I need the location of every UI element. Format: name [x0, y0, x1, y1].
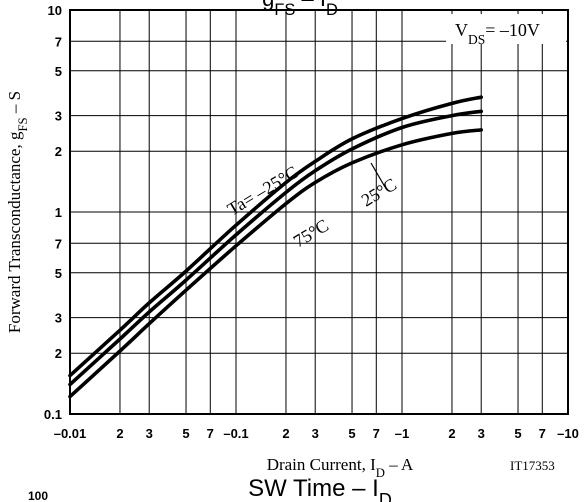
x-tick-label: 3 [312, 426, 319, 441]
next-chart-tick: 100 [28, 489, 48, 502]
y-tick-label: 1 [55, 205, 62, 220]
x-tick-label: 5 [182, 426, 189, 441]
x-tick-label: 2 [448, 426, 455, 441]
x-tick-label: –10 [557, 426, 579, 441]
x-tick-label: –1 [395, 426, 409, 441]
x-tick-label: 7 [539, 426, 546, 441]
curve-label-25-pointer [370, 162, 386, 188]
x-tick-labels: –0.01 2 3 5 7 –0.1 2 3 5 7 –1 2 3 5 7 –10 [54, 426, 579, 441]
series-line-2 [68, 128, 483, 399]
x-tick-label: 3 [478, 426, 485, 441]
y-axis-label: Forward Transconductance, gFS – S [5, 91, 30, 333]
y-tick-label: 10 [48, 3, 62, 18]
condition-box [446, 14, 566, 44]
y-tick-label: 5 [55, 64, 62, 79]
y-tick-labels: 10 7 5 3 2 1 7 5 3 2 0.1 [44, 3, 62, 422]
x-tick-label: 5 [348, 426, 355, 441]
y-tick-label: 2 [55, 346, 62, 361]
curve-label-75: 75°C [290, 215, 332, 251]
plot-grid [70, 10, 568, 414]
x-tick-label: 2 [116, 426, 123, 441]
x-tick-label: 2 [282, 426, 289, 441]
y-tick-label: 3 [55, 109, 62, 124]
curves [68, 95, 483, 399]
x-tick-label: –0.01 [54, 426, 87, 441]
x-axis-label: Drain Current, ID – A [267, 455, 414, 480]
x-tick-label: –0.1 [223, 426, 248, 441]
y-tick-label: 3 [55, 311, 62, 326]
next-chart-title: SW Time – ID [248, 475, 392, 502]
x-tick-label: 7 [207, 426, 214, 441]
figure-id: IT17353 [510, 458, 555, 473]
y-tick-label: 7 [55, 34, 62, 49]
plot-frame [69, 9, 569, 415]
y-tick-label: 0.1 [44, 407, 62, 422]
x-tick-label: 5 [514, 426, 521, 441]
condition-label: VDS= –10V [455, 20, 540, 47]
y-tick-label: 5 [55, 266, 62, 281]
y-tick-label: 7 [55, 236, 62, 251]
series-line-0 [68, 95, 483, 378]
curve-label-25: 25°C [358, 174, 400, 210]
x-tick-label: 7 [373, 426, 380, 441]
y-tick-label: 2 [55, 144, 62, 159]
x-tick-label: 3 [146, 426, 153, 441]
series-line-1 [68, 109, 483, 387]
